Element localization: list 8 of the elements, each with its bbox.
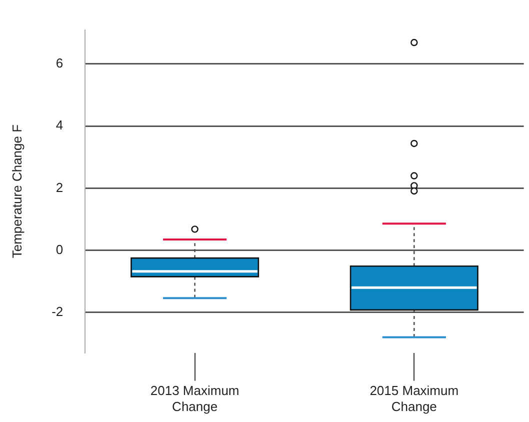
y-tick-label: 6 — [56, 56, 64, 71]
y-tick-label: 4 — [56, 118, 64, 133]
x-tick-label: 2015 Maximum Change — [370, 383, 459, 414]
y-tick-label: 2 — [56, 180, 64, 195]
x-tick-label: 2013 Maximum Change — [150, 383, 240, 414]
y-tick-label: 0 — [56, 242, 64, 257]
y-axis-title: Temperature Change F — [9, 124, 24, 258]
y-tick-label: -2 — [52, 304, 64, 320]
